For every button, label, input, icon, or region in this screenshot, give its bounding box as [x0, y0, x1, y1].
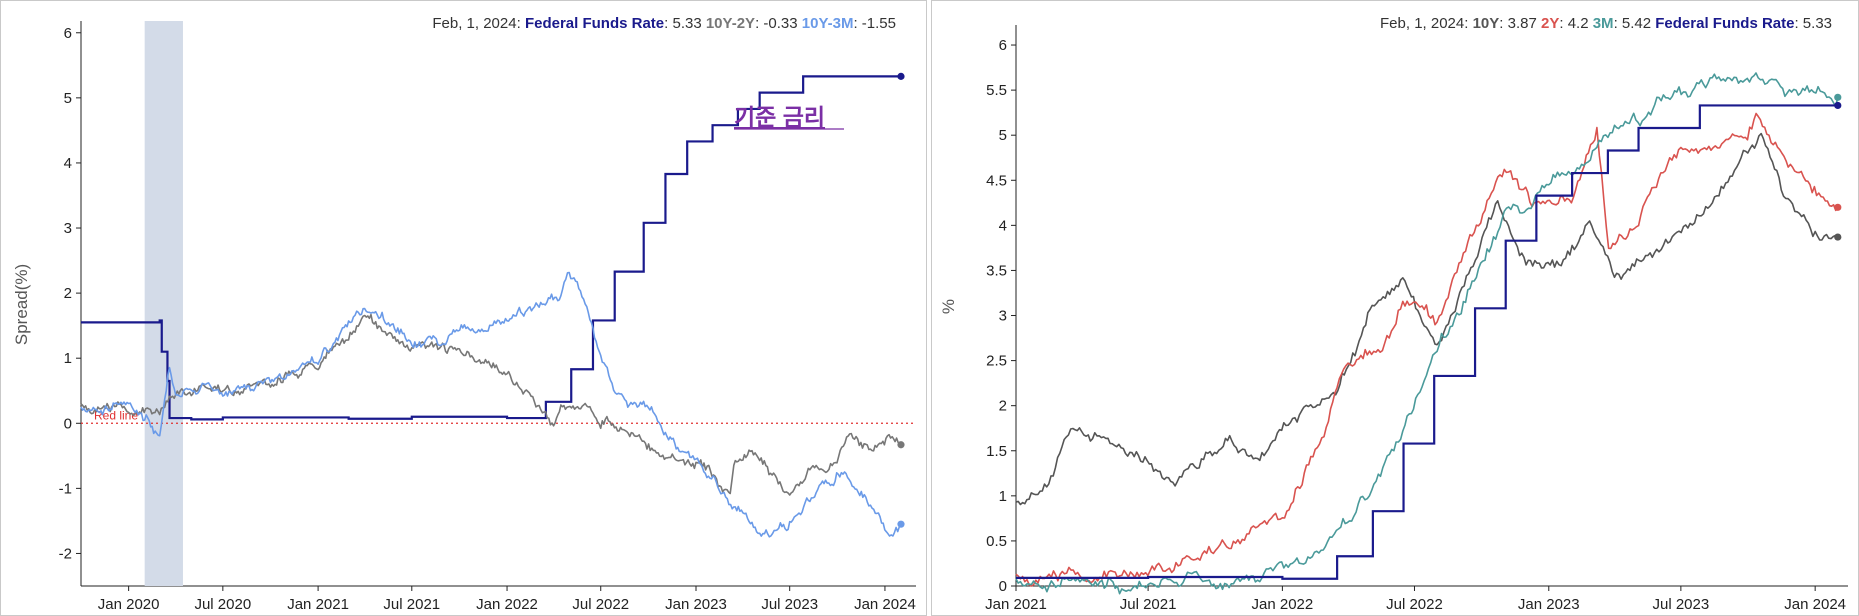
- x-tick-label: Jan 2024: [1784, 596, 1846, 613]
- header-series-name: Federal Funds Rate: [525, 15, 664, 32]
- x-tick-label: Jan 2024: [854, 596, 916, 613]
- header-series-name: 10Y: [1473, 15, 1500, 32]
- x-tick-label: Jul 2021: [1120, 596, 1177, 613]
- recession-band: [144, 21, 183, 586]
- rates-chart-panel: 0 0.5 1 1.5 2 2.5 3 3.5 4 4.5 5 5.5 6 Jan 2021 Jul 202…: [931, 0, 1859, 616]
- spread-chart: -2 -1 0 1 2 3 4 5 6 Jan 2020 Jul 2020 Jan 2021 Jul 2…: [12, 15, 916, 613]
- x-tick-label: Jan 2023: [1518, 596, 1580, 613]
- x-tick-label: Jul 2020: [194, 596, 251, 613]
- x-tick-label: Jul 2022: [572, 596, 629, 613]
- y-tick-label: 5: [999, 127, 1007, 144]
- y-tick-label: 4: [999, 217, 1007, 234]
- series-line-federal-funds-rate: [81, 75, 901, 421]
- y-axis-label: Spread(%): [12, 264, 31, 345]
- chart-header: Feb, 1, 2024: 10Y: 3.87 2Y: 4.2 3M: 5.42…: [1380, 15, 1832, 32]
- header-series-value: : 5.33: [664, 15, 706, 32]
- header-series-name: 10Y-2Y: [706, 15, 755, 32]
- rates-chart: 0 0.5 1 1.5 2 2.5 3 3.5 4 4.5 5 5.5 6 Jan 2021 Jul 202…: [939, 15, 1848, 613]
- y-tick-label: 1: [64, 350, 72, 367]
- y-tick-label: 2: [64, 285, 72, 302]
- series-end-point: [1834, 203, 1842, 211]
- y-tick-label: 1.5: [986, 443, 1007, 460]
- y-tick-label: -2: [59, 545, 72, 562]
- x-tick-label: Jul 2021: [383, 596, 440, 613]
- header-series-name: 10Y-3M: [802, 15, 854, 32]
- header-series-value: : 5.33: [1794, 15, 1832, 32]
- header-series-name: Federal Funds Rate: [1655, 15, 1794, 32]
- y-tick-label: 3: [64, 220, 72, 237]
- x-tick-label: Jan 2022: [476, 596, 538, 613]
- series-line-10y: [1015, 132, 1839, 506]
- series-line-2y: [1015, 112, 1839, 587]
- header-series-name: 2Y: [1541, 15, 1559, 32]
- header-series-name: 3M: [1593, 15, 1614, 32]
- header-date: Feb, 1, 2024:: [1380, 15, 1473, 32]
- y-tick-label: 0: [64, 415, 72, 432]
- y-tick-label: 3: [999, 308, 1007, 325]
- y-tick-label: 1: [999, 488, 1007, 505]
- series-end-point: [1834, 93, 1842, 101]
- series-end-point: [1834, 233, 1842, 241]
- series-line-10y-3m: [80, 271, 902, 538]
- y-tick-label: 2.5: [986, 353, 1007, 370]
- x-tick-label: Jul 2023: [761, 596, 818, 613]
- series-line-10y-2y: [80, 313, 902, 496]
- header-series-value: : -0.33: [755, 15, 802, 32]
- series-end-point: [897, 520, 905, 528]
- series-line-federal-funds-rate: [1016, 104, 1838, 580]
- x-tick-label: Jul 2022: [1386, 596, 1443, 613]
- y-axis-label: %: [939, 299, 958, 314]
- series-end-point: [897, 72, 905, 80]
- y-tick-label: 4.5: [986, 172, 1007, 189]
- y-tick-label: 0: [999, 578, 1007, 595]
- y-tick-label: 5: [64, 90, 72, 107]
- series-end-point: [897, 441, 905, 449]
- x-tick-label: Jan 2020: [98, 596, 160, 613]
- series-line-3m: [1015, 72, 1839, 595]
- x-tick-label: Jan 2023: [665, 596, 727, 613]
- x-tick-label: Jan 2022: [1252, 596, 1314, 613]
- y-tick-label: 2: [999, 398, 1007, 415]
- y-tick-label: 6: [64, 25, 72, 42]
- x-tick-label: Jan 2021: [985, 596, 1047, 613]
- y-tick-label: 3.5: [986, 262, 1007, 279]
- header-series-value: : -1.55: [853, 15, 896, 32]
- spread-chart-panel: -2 -1 0 1 2 3 4 5 6 Jan 2020 Jul 2020 Jan 2021 Jul 2…: [0, 0, 927, 616]
- y-tick-label: 6: [999, 37, 1007, 54]
- header-series-value: : 4.2: [1559, 15, 1592, 32]
- series-end-point: [1834, 101, 1842, 110]
- y-tick-label: 5.5: [986, 82, 1007, 99]
- x-tick-label: Jan 2021: [287, 596, 349, 613]
- header-series-value: : 5.42: [1614, 15, 1656, 32]
- x-tick-label: Jul 2023: [1653, 596, 1710, 613]
- header-date: Feb, 1, 2024:: [432, 15, 525, 32]
- y-tick-label: -1: [59, 480, 72, 497]
- chart-header: Feb, 1, 2024: Federal Funds Rate: 5.33 1…: [432, 15, 896, 32]
- y-tick-label: 0.5: [986, 533, 1007, 550]
- policy-rate-annotation: 기준 금리: [734, 104, 825, 130]
- header-series-value: : 3.87: [1499, 15, 1541, 32]
- y-tick-label: 4: [64, 155, 72, 172]
